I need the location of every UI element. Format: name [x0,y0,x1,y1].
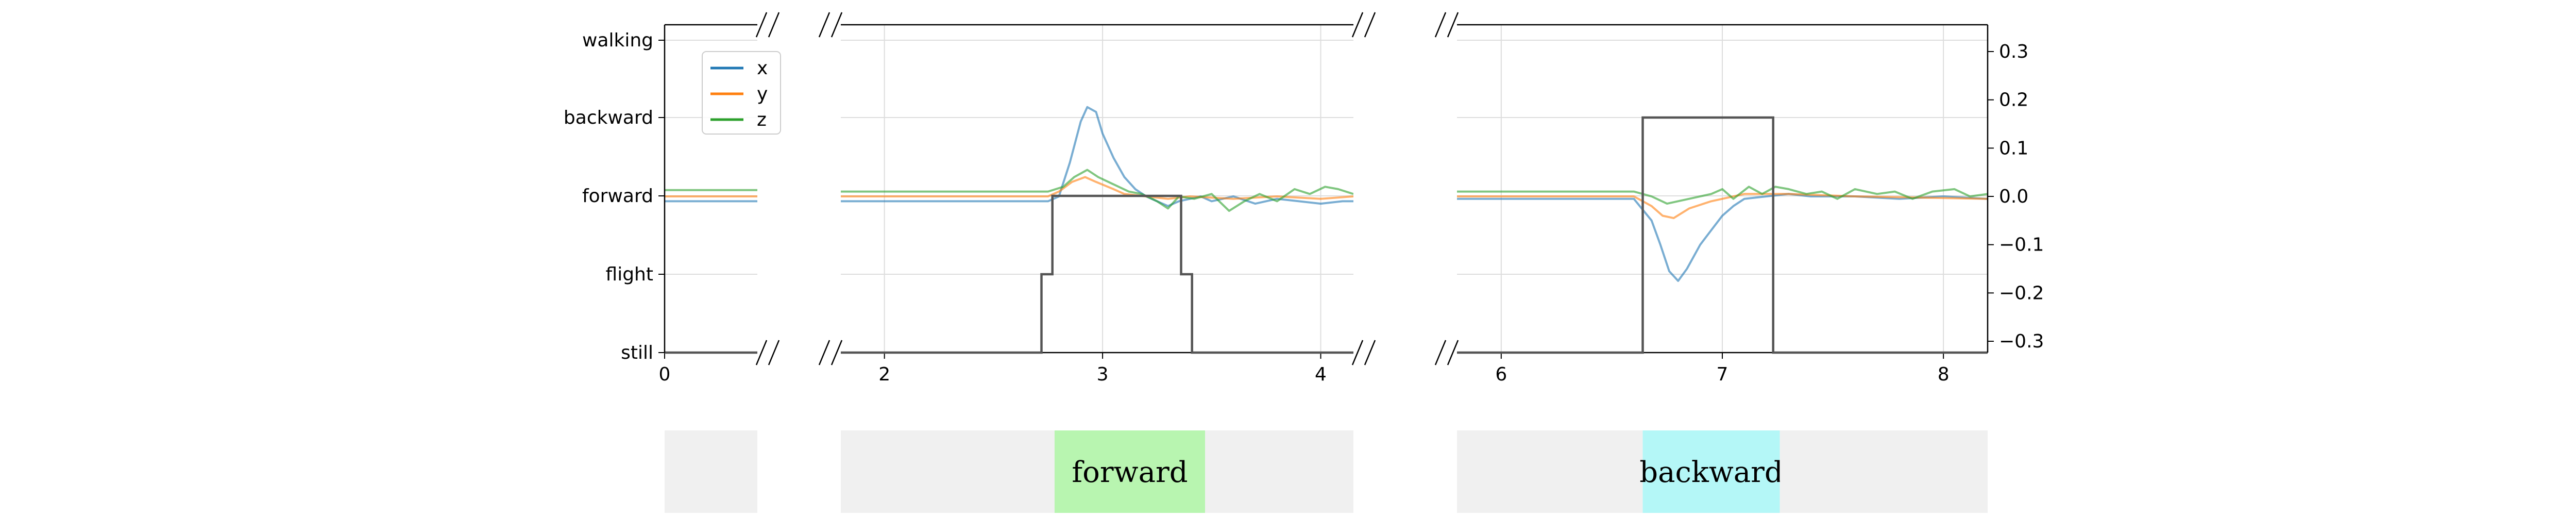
phase-segment [1780,430,1988,513]
phase-segment [665,430,757,513]
series-line-z [841,169,1353,212]
legend: xyz [702,51,781,135]
series-line-y [1457,193,1988,220]
axis-break-mark [1434,340,1447,365]
axis-break-mark [1351,12,1364,38]
axis-break-mark [818,340,831,365]
y2-tick-label: 0.0 [1999,186,2028,207]
y-tick-label: walking [582,30,653,51]
phase-segment [841,430,1055,513]
series-line-z [1457,186,1988,205]
y2-tick-label: 0.2 [1999,90,2028,111]
panel-3: 6 7 8 [1434,12,1988,385]
y-tick-label: backward [564,107,653,128]
left-axis: still flight forward backward walking [564,25,666,363]
x-tick-label: 0 [659,364,671,385]
legend-label-z: z [757,109,767,130]
series-line-y [841,176,1353,200]
phase-segment [1054,430,1206,513]
panel-2: 2 3 4 [818,12,1376,385]
phase-label: forward [1072,456,1188,489]
axis-break-mark [1351,340,1364,365]
phase-bars: forward backward [665,430,1988,513]
axis-break-mark [768,340,780,365]
y-tick-label: flight [606,264,653,285]
x-tick-label: 7 [1717,364,1728,385]
axis-break-mark [831,12,843,38]
x-tick-label: 8 [1938,364,1950,385]
axis-break-mark [1434,12,1447,38]
y2-tick-label: −0.2 [1999,282,2044,304]
phase-segment [1457,430,1643,513]
axis-break-mark [1447,12,1459,38]
y2-tick-label: −0.3 [1999,331,2044,352]
right-axis: 0.3 0.2 0.1 0.0 −0.1 −0.2 −0.3 [1987,25,2044,353]
axis-break-mark [755,340,768,365]
axis-break-mark [831,340,843,365]
phase-label: backward [1639,456,1783,489]
phase-segment [1642,430,1780,513]
y2-tick-label: −0.1 [1999,235,2044,256]
chart-panels: 0 2 3 4 6 7 8 [659,12,1988,385]
series-group [665,189,757,354]
y-tick-label: forward [582,186,653,207]
axis-break-mark [768,12,780,38]
legend-label-y: y [757,84,768,105]
state-line [1457,116,1988,354]
x-tick-label: 2 [878,364,890,385]
x-tick-label: 4 [1315,364,1327,385]
axis-break-mark [1447,340,1459,365]
y2-tick-label: 0.3 [1999,41,2028,62]
state-line [841,194,1353,354]
series-group [841,106,1353,354]
axis-break-mark [818,12,831,38]
series-group [1457,116,1988,354]
y-tick-label: still [621,342,653,363]
y2-tick-label: 0.1 [1999,138,2028,159]
axis-break-mark [1364,340,1376,365]
legend-label-x: x [757,58,768,79]
x-tick-label: 6 [1495,364,1507,385]
phase-segment [1205,430,1353,513]
x-tick-label: 3 [1097,364,1109,385]
axis-break-mark [1364,12,1376,38]
axis-break-mark [755,12,768,38]
